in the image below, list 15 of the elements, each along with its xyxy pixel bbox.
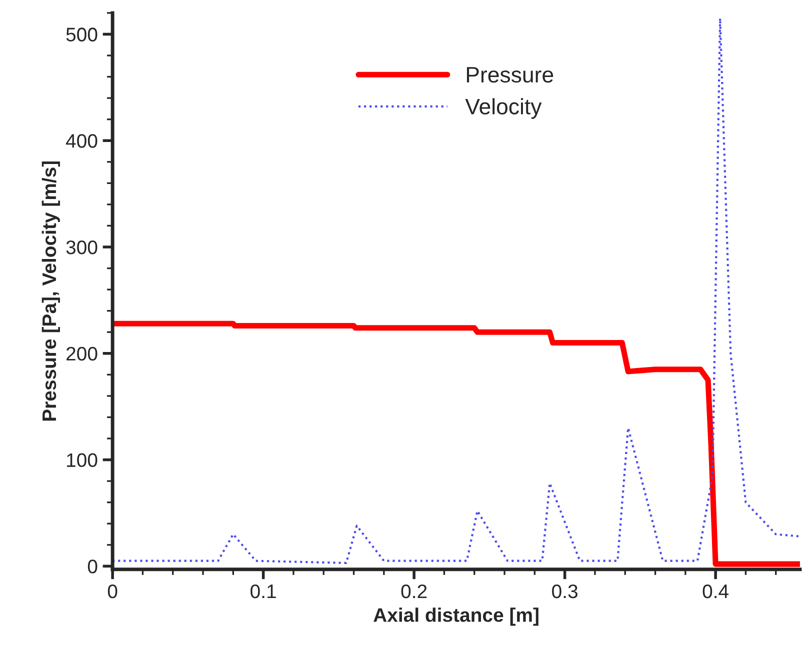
y-axis-title: Pressure [Pa], Velocity [m/s] bbox=[42, 161, 60, 421]
y-tick-label: 200 bbox=[66, 346, 98, 361]
y-tick-label: 500 bbox=[66, 28, 98, 42]
x-tick-label: 0.2 bbox=[401, 584, 427, 598]
y-tick-label: 300 bbox=[66, 240, 98, 254]
x-tick-label: 0.4 bbox=[702, 584, 729, 598]
y-tick-label: 400 bbox=[66, 134, 98, 148]
legend-label: Pressure bbox=[466, 67, 554, 83]
x-tick-label: 0.1 bbox=[250, 584, 276, 598]
y-tick-label: 100 bbox=[67, 453, 98, 468]
x-tick-label: 0.3 bbox=[552, 584, 578, 598]
y-tick-label: 0 bbox=[88, 560, 98, 574]
x-axis-title: Axial distance [m] bbox=[374, 608, 538, 626]
legend-label: Velocity bbox=[465, 98, 542, 119]
x-tick-label: 0 bbox=[108, 584, 118, 598]
